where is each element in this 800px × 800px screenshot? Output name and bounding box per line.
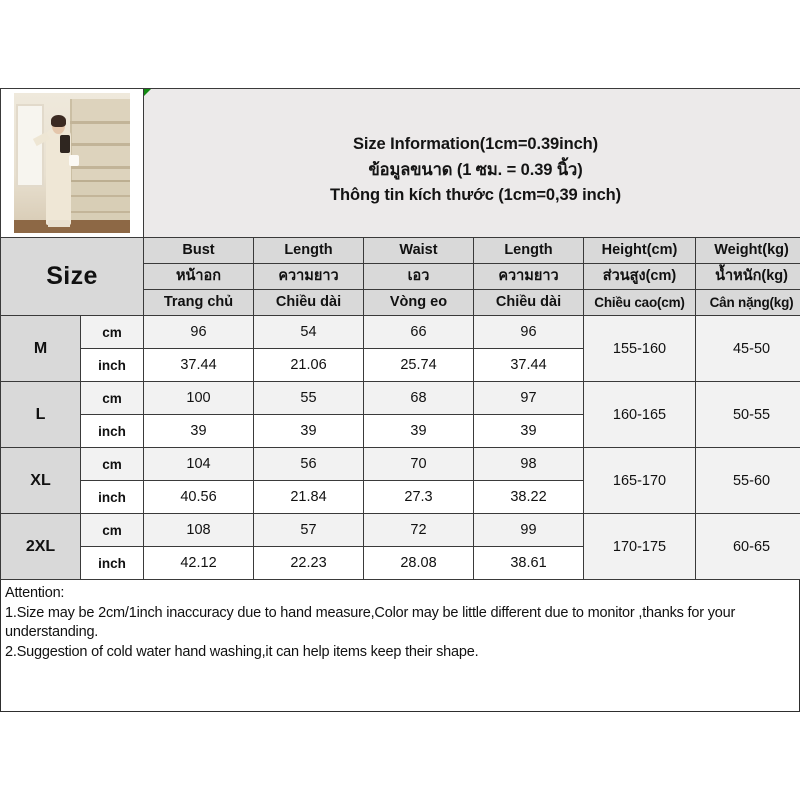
attention-heading: Attention: xyxy=(5,585,65,601)
cell-length1-cm: 56 xyxy=(253,447,364,481)
header-weight-en: Weight(kg) xyxy=(694,237,800,264)
size-name-m: M xyxy=(0,315,81,382)
header-length2-en: Length xyxy=(473,237,584,264)
cell-weight: 55-60 xyxy=(694,447,800,514)
unit-cm: cm xyxy=(80,315,144,349)
title-line-th: ข้อมูลขนาด (1 ซม. = 0.39 นิ้ว) xyxy=(368,160,583,179)
size-chart-table: Size Information(1cm=0.39inch) ข้อมูลขนา… xyxy=(0,88,800,580)
cell-weight: 60-65 xyxy=(694,513,800,580)
header-bust-vi: Trang chủ xyxy=(143,289,254,316)
header-length1-en: Length xyxy=(253,237,364,264)
header-height-vi: Chiều cao(cm) xyxy=(583,289,696,316)
product-photo-cell xyxy=(0,88,144,238)
attention-note-1-cont: understanding. xyxy=(5,624,99,641)
cell-height: 165-170 xyxy=(583,447,696,514)
cell-waist-cm: 68 xyxy=(363,381,474,415)
column-header-row-en: Size Bust Length Waist Length Height(cm)… xyxy=(0,237,800,316)
unit-cm: cm xyxy=(80,513,144,547)
cell-bust-cm: 96 xyxy=(143,315,254,349)
table-row: inch 39 39 39 39 xyxy=(1,414,800,448)
cell-length2-inch: 38.61 xyxy=(473,546,584,580)
cell-bust-cm: 100 xyxy=(143,381,254,415)
cell-length1-inch: 39 xyxy=(253,414,364,448)
table-row: M cm 96 54 66 96 155-160 45-50 xyxy=(0,315,800,382)
header-waist-th: เอว xyxy=(363,263,474,290)
header-weight-vi: Cân nặng(kg) xyxy=(694,289,800,316)
column-header-row-vi: Trang chủ Chiều dài Vòng eo Chiều dài Ch… xyxy=(1,289,800,316)
cell-waist-inch: 39 xyxy=(363,414,474,448)
table-row: XL cm 104 56 70 98 165-170 55-60 xyxy=(0,447,800,514)
unit-inch: inch xyxy=(80,414,144,448)
cell-length2-inch: 37.44 xyxy=(473,348,584,382)
header-length1-th: ความยาว xyxy=(253,263,364,290)
corner-mark-icon xyxy=(144,89,151,96)
header-weight-th: น้ำหนัก(kg) xyxy=(694,263,800,290)
header-waist-vi: Vòng eo xyxy=(363,289,474,316)
size-name-xl: XL xyxy=(0,447,81,514)
unit-inch: inch xyxy=(80,546,144,580)
cell-weight: 45-50 xyxy=(694,315,800,382)
header-bust-th: หน้าอก xyxy=(143,263,254,290)
cell-length1-cm: 54 xyxy=(253,315,364,349)
header-height-en: Height(cm) xyxy=(583,237,696,264)
cell-bust-inch: 39 xyxy=(143,414,254,448)
attention-box: Attention: 1.Size may be 2cm/1inch inacc… xyxy=(0,580,800,712)
cell-length2-cm: 97 xyxy=(473,381,584,415)
header-height-th: ส่วนสูง(cm) xyxy=(583,263,696,290)
size-name-l: L xyxy=(0,381,81,448)
cell-height: 160-165 xyxy=(583,381,696,448)
table-row: 2XL cm 108 57 72 99 170-175 60-65 xyxy=(0,513,800,580)
size-header-label: Size xyxy=(0,237,144,316)
table-row: inch 40.56 21.84 27.3 38.22 xyxy=(1,480,800,514)
size-information-panel: Size Information(1cm=0.39inch) ข้อมูลขนา… xyxy=(142,88,800,238)
title-line-en: Size Information(1cm=0.39inch) xyxy=(353,135,599,154)
header-length2-vi: Chiều dài xyxy=(473,289,584,316)
title-line-vi: Thông tin kích thước (1cm=0,39 inch) xyxy=(330,186,622,205)
unit-cm: cm xyxy=(80,381,144,415)
cell-bust-cm: 108 xyxy=(143,513,254,547)
cell-length1-inch: 21.06 xyxy=(253,348,364,382)
table-row: inch 42.12 22.23 28.08 38.61 xyxy=(1,546,800,580)
cell-waist-cm: 72 xyxy=(363,513,474,547)
cell-waist-inch: 28.08 xyxy=(363,546,474,580)
table-row: inch 37.44 21.06 25.74 37.44 xyxy=(1,348,800,382)
header-length2-th: ความยาว xyxy=(473,263,584,290)
size-chart-sheet: Size Information(1cm=0.39inch) ข้อมูลขนา… xyxy=(0,88,800,712)
header-length1-vi: Chiều dài xyxy=(253,289,364,316)
cell-length1-cm: 57 xyxy=(253,513,364,547)
attention-note-1: 1.Size may be 2cm/1inch inaccuracy due t… xyxy=(5,604,736,621)
cell-length1-inch: 22.23 xyxy=(253,546,364,580)
cell-waist-inch: 25.74 xyxy=(363,348,474,382)
unit-cm: cm xyxy=(80,447,144,481)
cell-length2-cm: 96 xyxy=(473,315,584,349)
cell-length2-cm: 98 xyxy=(473,447,584,481)
product-photo xyxy=(14,93,130,233)
size-name-2xl: 2XL xyxy=(0,513,81,580)
cell-height: 170-175 xyxy=(583,513,696,580)
cell-length2-inch: 38.22 xyxy=(473,480,584,514)
cell-waist-inch: 27.3 xyxy=(363,480,474,514)
table-row: L cm 100 55 68 97 160-165 50-55 xyxy=(0,381,800,448)
cell-waist-cm: 70 xyxy=(363,447,474,481)
cell-bust-inch: 42.12 xyxy=(143,546,254,580)
cell-bust-inch: 40.56 xyxy=(143,480,254,514)
unit-inch: inch xyxy=(80,480,144,514)
column-header-row-th: หน้าอก ความยาว เอว ความยาว ส่วนสูง(cm) น… xyxy=(1,263,800,290)
cell-length1-cm: 55 xyxy=(253,381,364,415)
header-band-row: Size Information(1cm=0.39inch) ข้อมูลขนา… xyxy=(0,88,800,238)
header-bust-en: Bust xyxy=(143,237,254,264)
cell-height: 155-160 xyxy=(583,315,696,382)
cell-waist-cm: 66 xyxy=(363,315,474,349)
attention-note-2: 2.Suggestion of cold water hand washing,… xyxy=(5,643,479,660)
cell-length2-inch: 39 xyxy=(473,414,584,448)
cell-bust-cm: 104 xyxy=(143,447,254,481)
cell-bust-inch: 37.44 xyxy=(143,348,254,382)
unit-inch: inch xyxy=(80,348,144,382)
cell-weight: 50-55 xyxy=(694,381,800,448)
cell-length1-inch: 21.84 xyxy=(253,480,364,514)
cell-length2-cm: 99 xyxy=(473,513,584,547)
header-waist-en: Waist xyxy=(363,237,474,264)
